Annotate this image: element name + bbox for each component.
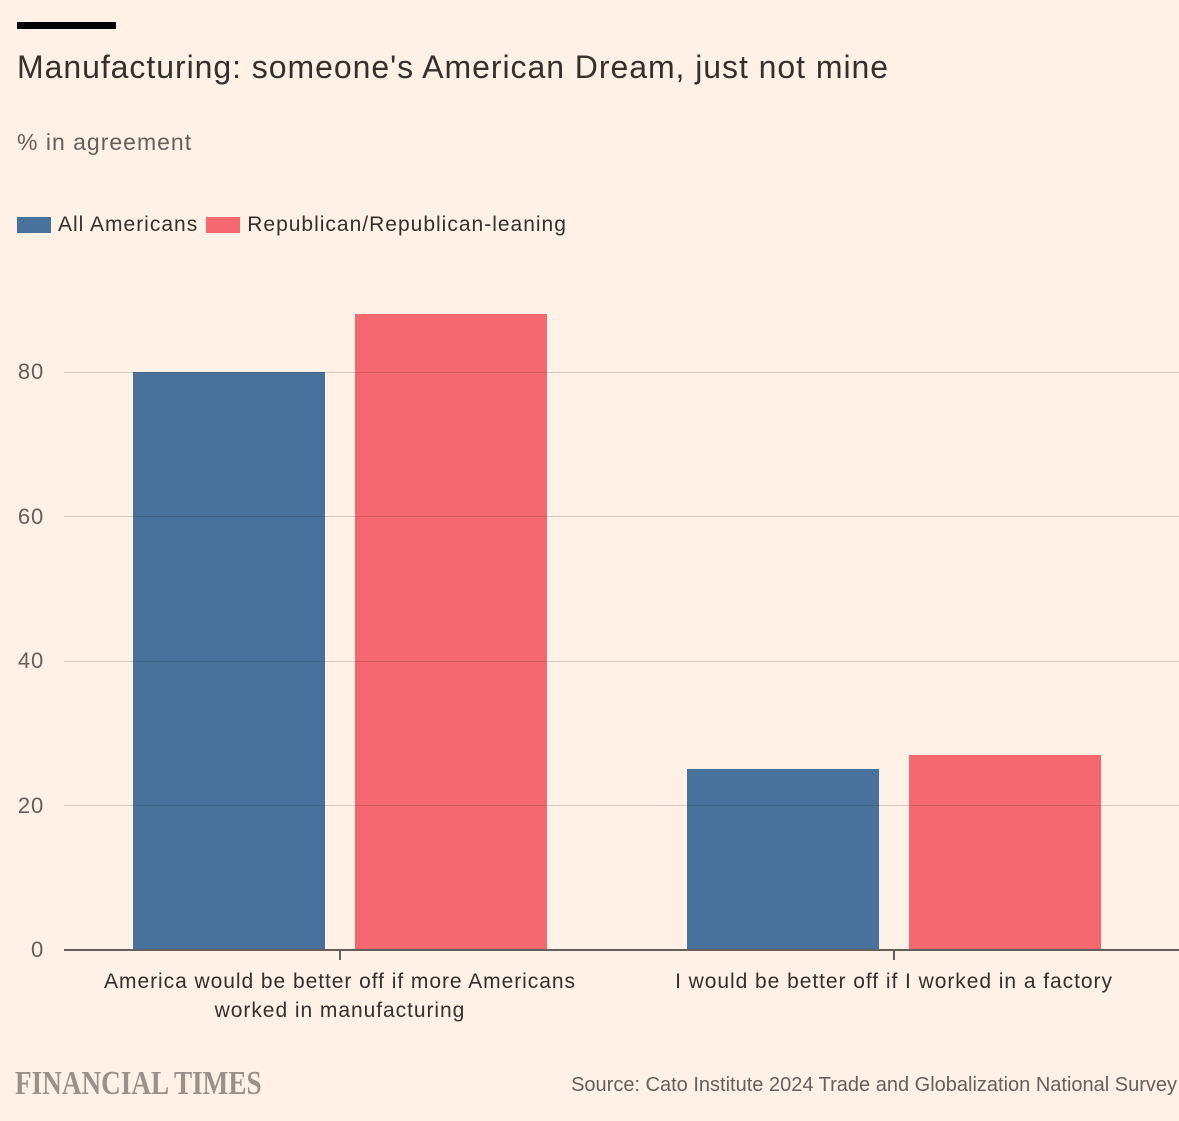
bar-republican-2 — [909, 754, 1101, 950]
category-tick-2 — [893, 951, 895, 960]
source-note: Source: Cato Institute 2024 Trade and Gl… — [571, 1074, 1177, 1096]
gridline-80 — [64, 371, 1179, 373]
legend-label: Republican/Republican-leaning — [247, 213, 567, 236]
category-label-line: worked in manufacturing — [214, 999, 466, 1022]
category-label-line: America would be better off if more Amer… — [104, 970, 576, 993]
bar-republican-1 — [355, 314, 547, 950]
gridline-40 — [64, 660, 1179, 662]
ytick-label-20: 20 — [17, 792, 44, 818]
gridline-20 — [64, 805, 1179, 807]
legend-swatch-icon — [17, 216, 51, 233]
ytick-label-60: 60 — [17, 503, 44, 529]
chart-title: Manufacturing: someone's American Dream,… — [17, 49, 890, 85]
gridline-60 — [64, 516, 1179, 518]
ytick-label-0: 0 — [30, 937, 44, 962]
ft-wordmark: FINANCIAL TIMES — [15, 1065, 262, 1102]
bar-all-americans-2 — [687, 769, 879, 950]
x-axis-line — [64, 949, 1179, 951]
category-label-1: America would be better off if more Amer… — [40, 967, 640, 1025]
category-tick-1 — [339, 951, 341, 960]
ytick-label-40: 40 — [17, 648, 44, 674]
chart-subtitle: % in agreement — [17, 129, 193, 155]
legend-item: Republican/Republican-leaning — [206, 213, 567, 236]
ytick-label-80: 80 — [17, 359, 44, 385]
category-label-line: I would be better off if I worked in a f… — [675, 970, 1113, 993]
category-label-2: I would be better off if I worked in a f… — [594, 967, 1179, 996]
legend-item: All Americans — [17, 213, 199, 236]
legend-swatch-icon — [206, 216, 241, 233]
ft-top-rule — [17, 22, 116, 29]
bar-all-americans-1 — [133, 372, 325, 950]
legend-label: All Americans — [58, 213, 199, 236]
chart-legend: All Americans Republican/Republican-leani… — [17, 213, 567, 236]
